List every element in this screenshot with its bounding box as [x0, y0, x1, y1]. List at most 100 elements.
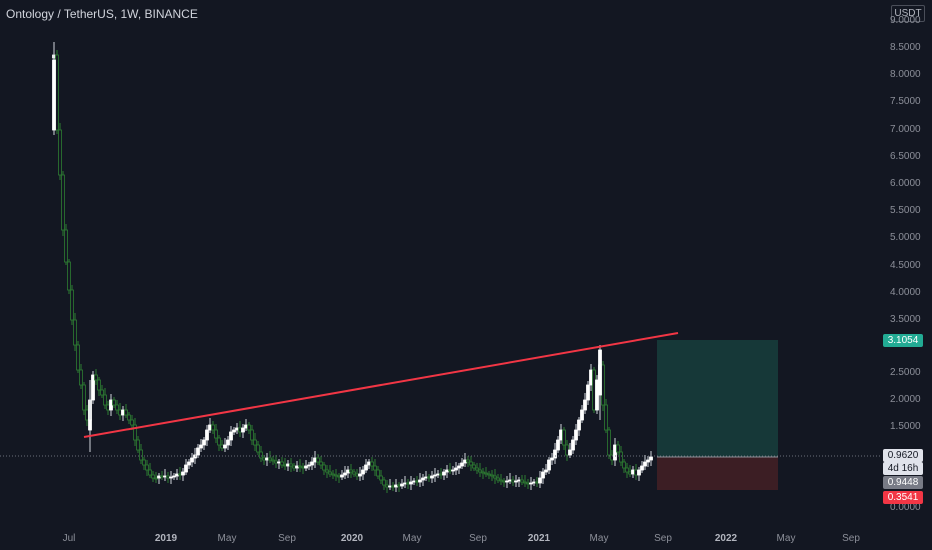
candle-body [94, 374, 98, 381]
entry-price-tag: 0.9448 [883, 476, 923, 489]
candle-body [85, 409, 89, 421]
price-axis-tick: 0.0000 [890, 502, 921, 513]
price-axis-tick: 5.5000 [890, 205, 921, 216]
candle-body [628, 471, 632, 475]
candle-body [295, 465, 299, 469]
candle-body [547, 459, 551, 471]
candle-body [496, 477, 500, 481]
candle-body [124, 409, 128, 416]
candle-body [103, 394, 107, 406]
candle-body [526, 482, 530, 485]
candle-body [73, 319, 77, 346]
candle-body [604, 404, 608, 431]
candle-body [130, 419, 134, 426]
loss-zone[interactable] [657, 457, 778, 490]
candle-body [469, 461, 473, 466]
candle-body [199, 444, 203, 449]
candle-body [457, 465, 461, 469]
candle-body [514, 480, 518, 483]
candle-body [517, 479, 521, 482]
price-axis-tick: 7.0000 [890, 124, 921, 135]
time-axis-tick: May [402, 533, 422, 544]
candle-body [298, 465, 302, 468]
time-axis-tick: Sep [654, 533, 672, 544]
candle-body [79, 369, 83, 386]
candle-body [361, 469, 365, 475]
candle-body [328, 471, 332, 475]
candle-body [406, 482, 410, 485]
candle-body [61, 174, 65, 231]
candle-body [178, 473, 182, 476]
candle-body [433, 474, 437, 477]
candle-body [52, 59, 56, 131]
candle-body [97, 379, 101, 391]
candle-body [277, 461, 281, 464]
candle-body [64, 229, 68, 263]
candle-body [121, 409, 125, 416]
trend-line[interactable] [83, 332, 679, 438]
candle-body [325, 469, 329, 473]
candle-body [136, 439, 140, 451]
candles-group [52, 42, 653, 493]
candle-body [271, 459, 275, 462]
stop-price-tag: 0.3541 [883, 491, 923, 504]
candle-body [556, 439, 560, 451]
candle-body [451, 469, 455, 472]
candle-body [208, 424, 212, 431]
candle-body [280, 461, 284, 466]
candle-body [595, 379, 599, 411]
price-axis-tick: 6.0000 [890, 178, 921, 189]
candle-body [463, 459, 467, 464]
candle-body [400, 483, 404, 487]
candle-body [421, 477, 425, 481]
candle-body [229, 431, 233, 441]
candle-body [490, 474, 494, 477]
currency-badge[interactable]: USDT [891, 5, 925, 22]
candle-body [574, 429, 578, 441]
profit-zone[interactable] [657, 340, 778, 457]
candle-body [112, 399, 116, 406]
candle-body [607, 429, 611, 456]
candle-body [163, 475, 167, 478]
price-axis-tick: 4.0000 [890, 287, 921, 298]
price-axis-tick: 8.5000 [890, 42, 921, 53]
candle-body [250, 429, 254, 441]
candle-body [403, 482, 407, 485]
candle-body [118, 409, 122, 416]
time-axis-tick: 2019 [154, 533, 178, 544]
candle-body [205, 429, 209, 441]
candle-body [508, 479, 512, 482]
candle-body [304, 465, 308, 469]
candle-body [439, 473, 443, 476]
price-axis-tick: 3.5000 [890, 314, 921, 325]
candle-body [181, 471, 185, 476]
target-price-tag: 3.1054 [883, 334, 923, 347]
candle-body [55, 54, 59, 131]
candle-body [583, 399, 587, 411]
candle-body [529, 482, 533, 485]
candle-body [388, 485, 392, 488]
candle-body [460, 462, 464, 467]
candle-body [562, 429, 566, 446]
candle-body [292, 465, 296, 469]
candle-body [601, 364, 605, 406]
candle-body [385, 484, 389, 488]
candle-body [511, 479, 515, 483]
candle-body [586, 384, 590, 401]
symbol-title[interactable]: Ontology / TetherUS, 1W, BINANCE [6, 7, 198, 21]
candle-body [169, 476, 173, 479]
candle-body [334, 474, 338, 477]
candle-body [532, 481, 536, 484]
candle-body [313, 457, 317, 463]
candle-body [577, 419, 581, 431]
candle-body [409, 481, 413, 485]
candle-body [466, 459, 470, 463]
candle-body [238, 427, 242, 433]
time-axis-tick: May [776, 533, 796, 544]
time-axis-tick: 2022 [714, 533, 738, 544]
candle-body [349, 469, 353, 473]
time-axis-tick: Sep [278, 533, 296, 544]
candle-body [553, 449, 557, 459]
candle-body [283, 464, 287, 467]
